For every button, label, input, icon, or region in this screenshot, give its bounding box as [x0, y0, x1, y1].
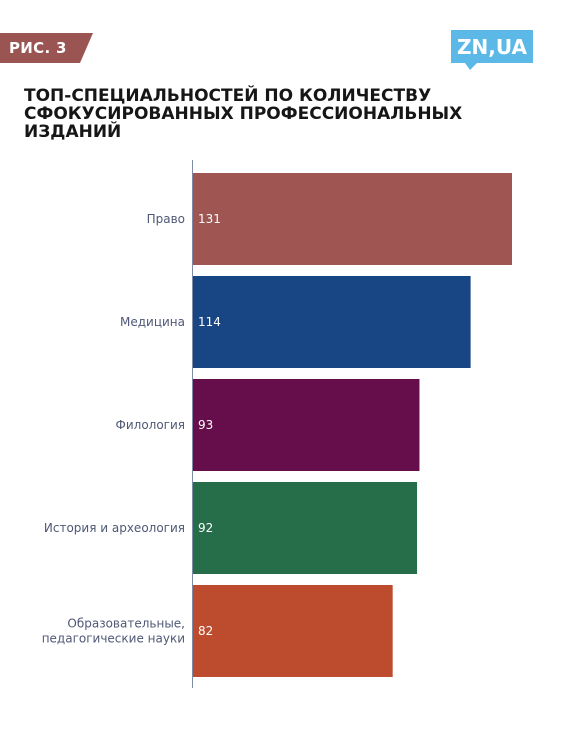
figure-label: РИС. 3: [9, 39, 67, 57]
value-label: 82: [198, 624, 213, 638]
category-label: Право: [147, 212, 185, 226]
bar: [193, 276, 471, 368]
value-label: 131: [198, 212, 221, 226]
logo-text: ZN,UA: [457, 35, 527, 59]
bar: [193, 173, 512, 265]
category-label: Филология: [116, 418, 185, 432]
category-label: Образовательные, педагогические науки: [42, 617, 185, 646]
figure-badge: РИС. 3: [0, 33, 93, 63]
zn-ua-logo: ZN,UA: [451, 30, 533, 70]
value-label: 93: [198, 418, 213, 432]
chart-title: ТОП-СПЕЦИАЛЬНОСТЕЙ ПО КОЛИЧЕСТВУ СФОКУСИ…: [24, 86, 463, 142]
category-label: Медицина: [120, 315, 185, 329]
bar: [193, 585, 393, 677]
bar: [193, 482, 418, 574]
bar: [193, 379, 420, 471]
category-label: История и археология: [44, 521, 185, 535]
value-label: 114: [198, 315, 221, 329]
value-label: 92: [198, 521, 213, 535]
logo-background: [451, 30, 533, 70]
bars-layer: 131 Право 114 Медицина 93 Филология 92 История …: [42, 173, 512, 677]
